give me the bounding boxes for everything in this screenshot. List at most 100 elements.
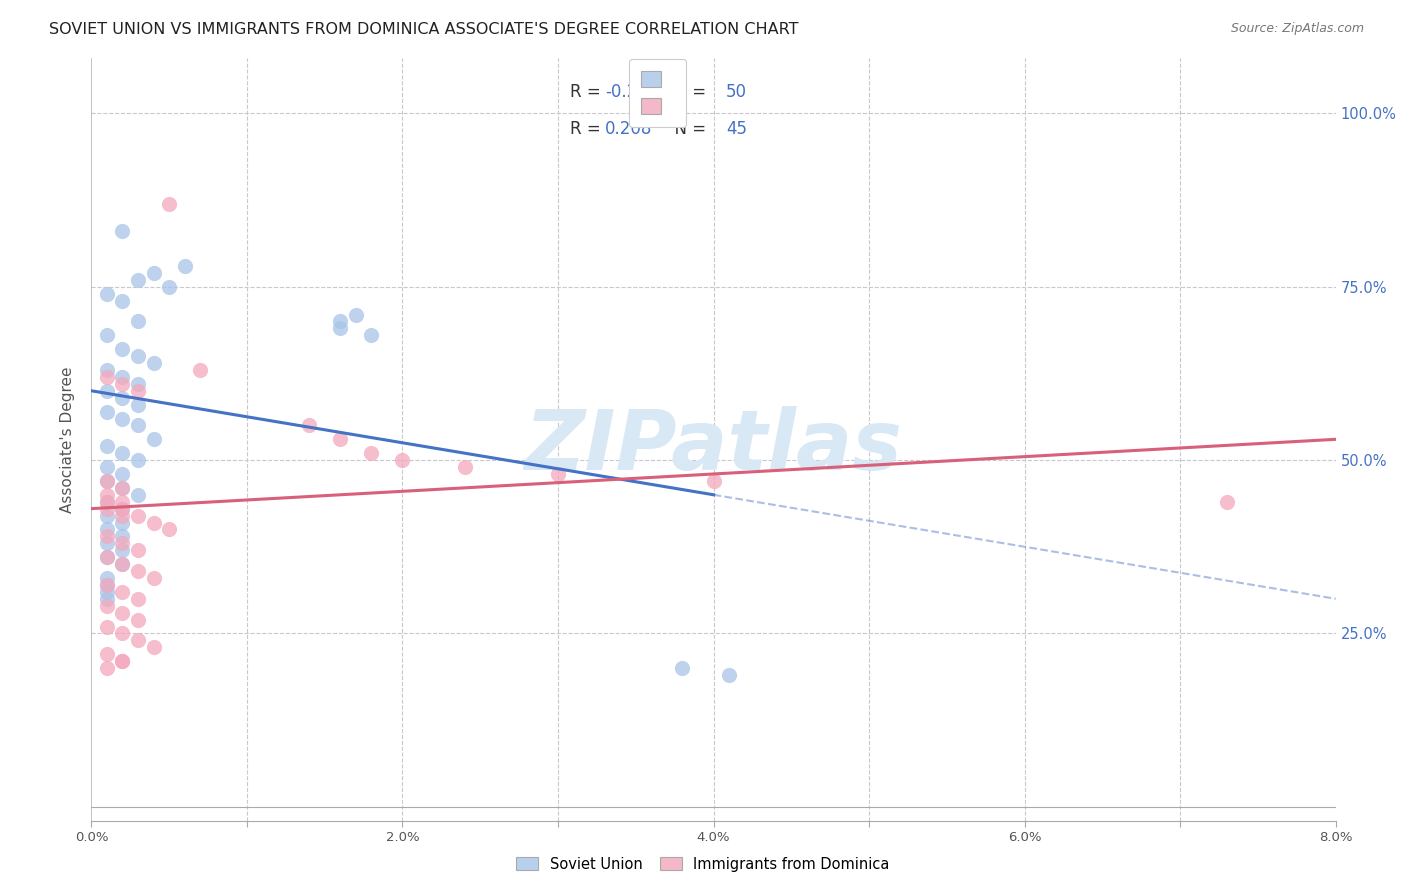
Point [96,328,118,343]
Point [96,529,118,543]
Point [111,411,134,425]
Point [111,376,134,391]
Point [547,467,569,481]
Point [96,523,118,537]
Point [127,418,149,433]
Legend: Soviet Union, Immigrants from Dominica: Soviet Union, Immigrants from Dominica [510,851,896,878]
Point [96,578,118,592]
Point [96,501,118,516]
Point [111,536,134,550]
Point [360,446,382,460]
Point [111,606,134,620]
Point [702,474,725,488]
Text: 50: 50 [725,83,747,102]
Point [142,356,165,370]
Point [127,314,149,328]
Point [157,280,180,294]
Point [127,591,149,606]
Point [157,523,180,537]
Point [111,557,134,571]
Point [96,494,118,508]
Point [111,391,134,405]
Point [329,321,352,335]
Point [111,494,134,508]
Point [718,668,741,682]
Point [111,293,134,308]
Point [127,633,149,648]
Point [1216,494,1239,508]
Point [111,446,134,460]
Text: N =: N = [664,120,711,138]
Point [453,460,475,475]
Point [96,439,118,453]
Point [127,508,149,523]
Legend: , : , [630,59,686,128]
Point [111,654,134,668]
Point [111,543,134,558]
Point [111,508,134,523]
Point [111,529,134,543]
Text: 45: 45 [725,120,747,138]
Point [142,571,165,585]
Point [157,196,180,211]
Point [142,516,165,530]
Point [360,328,382,343]
Point [96,550,118,565]
Point [127,488,149,502]
Point [142,640,165,655]
Point [111,557,134,571]
Point [127,384,149,398]
Y-axis label: Associate's Degree: Associate's Degree [60,366,76,513]
Text: Source: ZipAtlas.com: Source: ZipAtlas.com [1230,22,1364,36]
Point [127,453,149,467]
Point [96,474,118,488]
Point [96,474,118,488]
Point [96,661,118,675]
Point [96,585,118,599]
Point [96,384,118,398]
Point [96,508,118,523]
Point [111,370,134,384]
Point [173,259,195,273]
Point [127,543,149,558]
Point [111,481,134,495]
Point [111,342,134,356]
Point [671,661,693,675]
Point [96,460,118,475]
Text: ZIPatlas: ZIPatlas [524,407,903,487]
Point [111,654,134,668]
Point [96,619,118,633]
Point [96,536,118,550]
Point [111,585,134,599]
Text: SOVIET UNION VS IMMIGRANTS FROM DOMINICA ASSOCIATE'S DEGREE CORRELATION CHART: SOVIET UNION VS IMMIGRANTS FROM DOMINICA… [49,22,799,37]
Point [111,501,134,516]
Point [96,550,118,565]
Point [111,501,134,516]
Point [96,286,118,301]
Point [142,266,165,280]
Point [329,433,352,447]
Point [127,349,149,363]
Point [96,488,118,502]
Text: R =: R = [571,120,606,138]
Point [96,370,118,384]
Point [111,516,134,530]
Text: 0.208: 0.208 [606,120,652,138]
Point [127,398,149,412]
Text: N =: N = [664,83,711,102]
Point [96,647,118,661]
Point [127,613,149,627]
Point [96,599,118,613]
Point [96,404,118,418]
Point [127,376,149,391]
Point [111,467,134,481]
Point [111,224,134,238]
Point [188,363,211,377]
Point [142,433,165,447]
Point [96,578,118,592]
Point [111,481,134,495]
Point [329,314,352,328]
Point [111,626,134,640]
Text: -0.267: -0.267 [606,83,658,102]
Point [391,453,413,467]
